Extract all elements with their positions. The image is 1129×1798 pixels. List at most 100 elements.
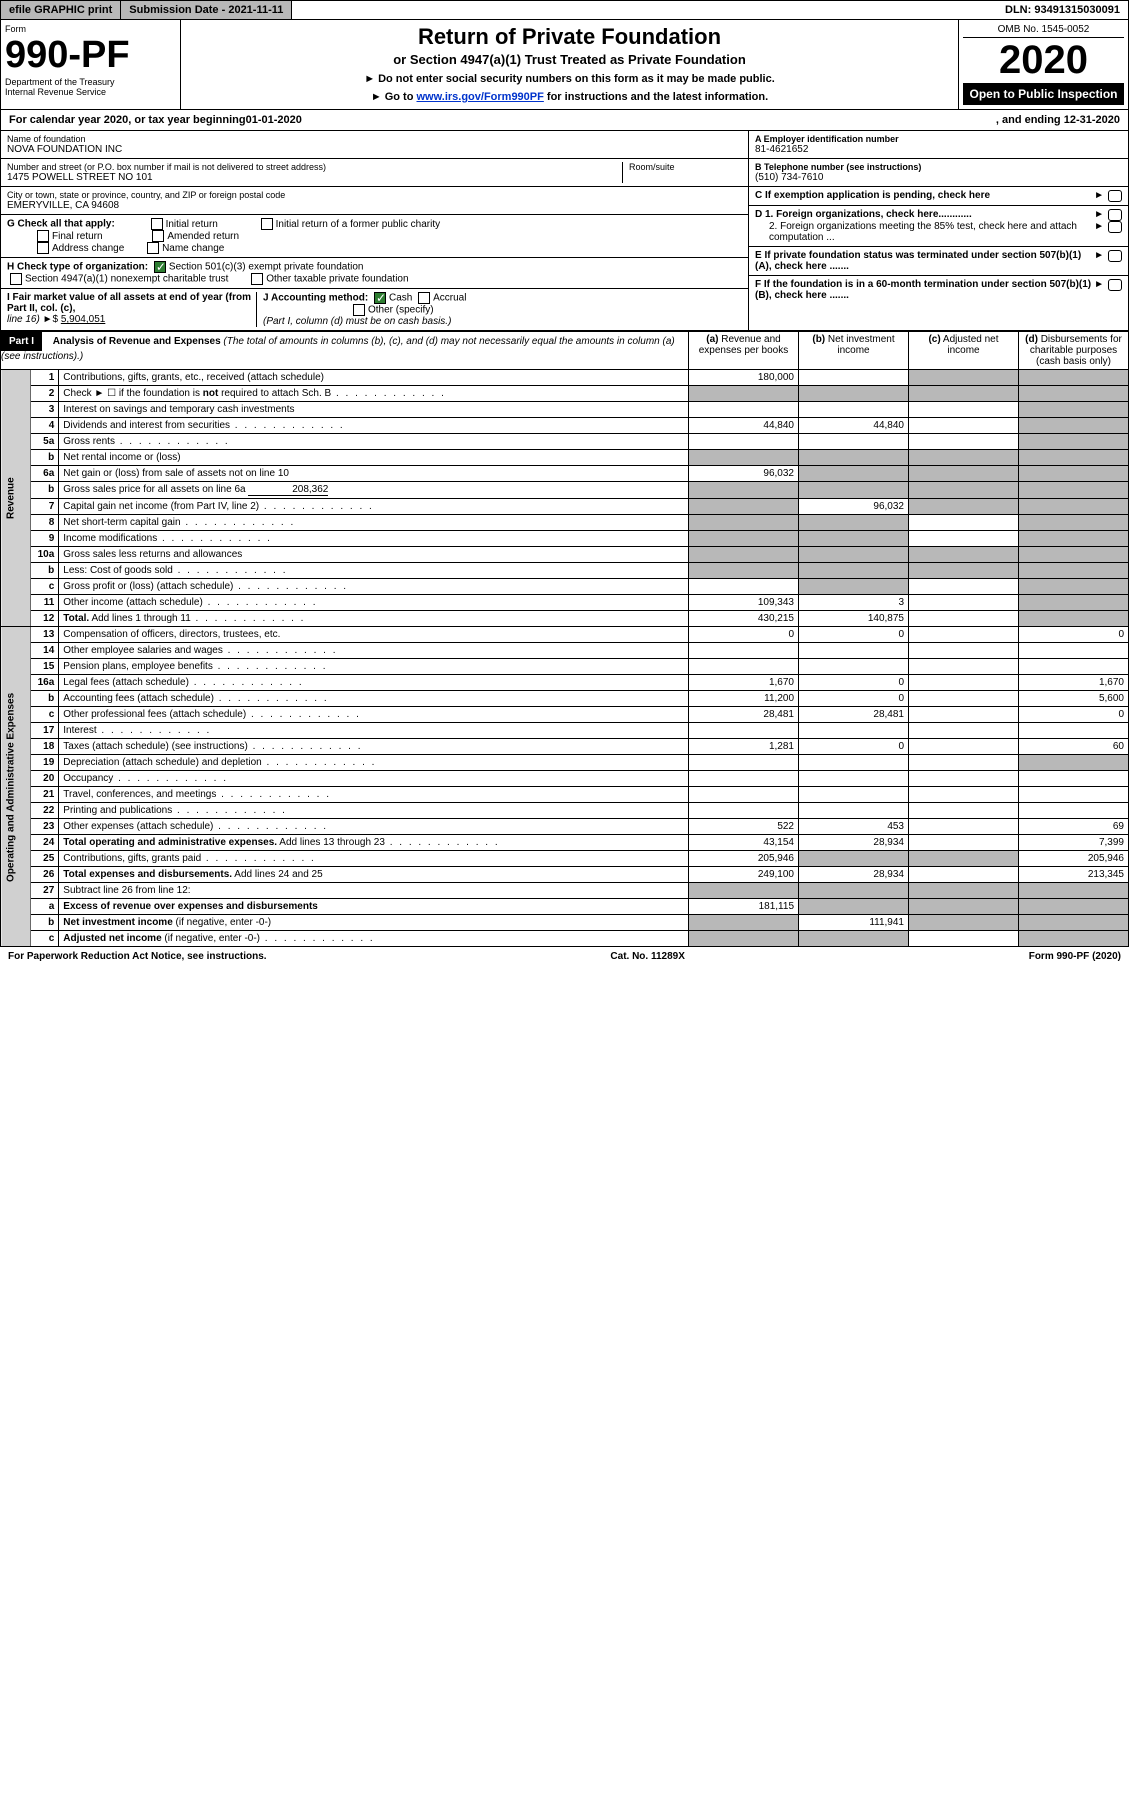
chk-f[interactable] [1108,279,1122,291]
cell-value [689,803,799,819]
cell-value [909,643,1019,659]
chk-accrual[interactable] [418,292,430,304]
phone-value: (510) 734-7610 [755,172,1122,183]
cell-value: 3 [799,595,909,611]
cell-value [689,547,799,563]
cell-value [689,450,799,466]
cell-value [909,739,1019,755]
cell-value: 0 [799,691,909,707]
cell-value [1019,931,1129,947]
line-number: 6a [31,466,59,482]
line-number: 1 [31,370,59,386]
line-number: a [31,899,59,915]
calendar-year-row: For calendar year 2020, or tax year begi… [0,110,1129,131]
part1-table: Part I Analysis of Revenue and Expenses … [0,331,1129,947]
cell-value [909,787,1019,803]
table-row: cGross profit or (loss) (attach schedule… [1,579,1129,595]
table-row: 16aLegal fees (attach schedule)1,67001,6… [1,675,1129,691]
chk-other-taxable[interactable] [251,273,263,285]
line-description: Occupancy [59,771,689,787]
chk-d2[interactable] [1108,221,1122,233]
g-label: G Check all that apply: [7,219,115,230]
city-state-zip: EMERYVILLE, CA 94608 [7,200,742,211]
line-description: Less: Cost of goods sold [59,563,689,579]
instr-1: Do not enter social security numbers on … [364,73,775,85]
cell-value [799,402,909,418]
chk-cash[interactable] [374,292,386,304]
name-label: Name of foundation [7,134,742,144]
cell-value: 60 [1019,739,1129,755]
cell-value: 181,115 [689,899,799,915]
cell-value [799,563,909,579]
irs-link[interactable]: www.irs.gov/Form990PF [417,91,544,103]
table-row: Revenue1Contributions, gifts, grants, et… [1,370,1129,386]
chk-name-change[interactable] [147,242,159,254]
cell-value [1019,370,1129,386]
cell-value [909,563,1019,579]
chk-d1[interactable] [1108,209,1122,221]
chk-initial-return[interactable] [151,218,163,230]
cell-value [909,450,1019,466]
line-description: Net short-term capital gain [59,515,689,531]
cell-value [909,547,1019,563]
cell-value: 205,946 [689,851,799,867]
line-number: 19 [31,755,59,771]
chk-501c3[interactable] [154,261,166,273]
e-label: E If private foundation status was termi… [755,250,1094,272]
chk-address-change[interactable] [37,242,49,254]
line-description: Legal fees (attach schedule) [59,675,689,691]
table-row: 27Subtract line 26 from line 12: [1,883,1129,899]
line-description: Gross rents [59,434,689,450]
cell-value [909,515,1019,531]
cell-value [689,579,799,595]
line-number: 24 [31,835,59,851]
chk-c[interactable] [1108,190,1122,202]
cell-value: 0 [689,627,799,643]
line-number: 20 [31,771,59,787]
cell-value: 69 [1019,819,1129,835]
cell-value [909,386,1019,402]
i-label: I Fair market value of all assets at end… [7,292,251,314]
line-number: c [31,579,59,595]
cell-value [909,899,1019,915]
table-row: Operating and Administrative Expenses13C… [1,627,1129,643]
table-row: 21Travel, conferences, and meetings [1,787,1129,803]
chk-amended[interactable] [152,230,164,242]
cell-value [909,611,1019,627]
chk-former-charity[interactable] [261,218,273,230]
cell-value [1019,563,1129,579]
efile-label[interactable]: efile GRAPHIC print [1,1,121,19]
cell-value [1019,883,1129,899]
chk-other-method[interactable] [353,304,365,316]
chk-4947a1[interactable] [10,273,22,285]
cell-value [799,659,909,675]
form-subtitle: or Section 4947(a)(1) Trust Treated as P… [189,52,950,67]
cell-value [799,531,909,547]
line-description: Accounting fees (attach schedule) [59,691,689,707]
line-number: 4 [31,418,59,434]
table-row: 12Total. Add lines 1 through 11430,21514… [1,611,1129,627]
table-row: 9Income modifications [1,531,1129,547]
line-number: 12 [31,611,59,627]
dln: DLN: 93491315030091 [997,1,1128,19]
line-description: Taxes (attach schedule) (see instruction… [59,739,689,755]
cell-value: 453 [799,819,909,835]
line-number: c [31,707,59,723]
line-number: b [31,563,59,579]
cell-value [909,867,1019,883]
cell-value [909,931,1019,947]
cell-value [1019,579,1129,595]
cell-value [799,899,909,915]
table-row: bNet investment income (if negative, ent… [1,915,1129,931]
cell-value: 96,032 [689,466,799,482]
omb-number: OMB No. 1545-0052 [963,24,1124,38]
line-description: Dividends and interest from securities [59,418,689,434]
cell-value: 430,215 [689,611,799,627]
chk-final-return[interactable] [37,230,49,242]
cell-value [909,819,1019,835]
line-number: 10a [31,547,59,563]
cell-value [689,931,799,947]
cell-value [799,803,909,819]
line-description: Gross sales price for all assets on line… [59,482,689,499]
chk-e[interactable] [1108,250,1122,262]
